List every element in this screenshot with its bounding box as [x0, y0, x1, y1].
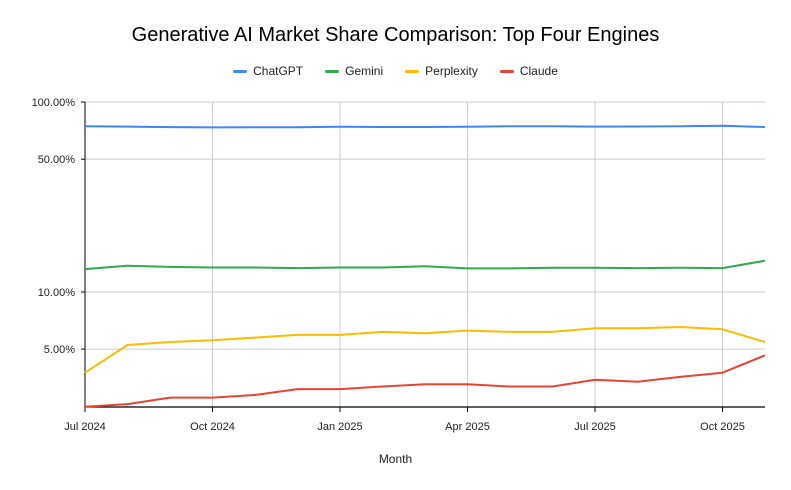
- x-tick-label: Apr 2025: [445, 421, 490, 433]
- legend-item: Gemini: [325, 64, 383, 78]
- series-line-gemini: [84, 259, 766, 271]
- y-tick-label: 50.00%: [38, 154, 76, 166]
- legend-label: Claude: [519, 64, 558, 78]
- x-axis-label: Month: [378, 452, 413, 466]
- chart-title: Generative AI Market Share Comparison: T…: [131, 24, 660, 46]
- legend-label: Perplexity: [425, 64, 478, 78]
- legend-swatch: [233, 69, 248, 73]
- legend: ChatGPT Gemini Perplexity Claude: [0, 64, 791, 78]
- y-tick-label: 100.00%: [32, 97, 76, 109]
- series-line-claude: [84, 354, 766, 408]
- series-line-chatgpt: [84, 124, 766, 129]
- y-tick-label: 5.00%: [44, 344, 75, 356]
- x-tick-label: Jan 2025: [317, 421, 362, 433]
- x-tick-label: Oct 2024: [190, 421, 235, 433]
- legend-item: ChatGPT: [233, 64, 303, 78]
- legend-item: Claude: [499, 64, 558, 78]
- legend-swatch: [405, 69, 420, 73]
- legend-swatch: [499, 69, 514, 73]
- series-line-perplexity: [84, 326, 766, 374]
- x-tick-label: Jul 2024: [64, 421, 106, 433]
- y-tick-label: 10.00%: [38, 287, 76, 299]
- legend-label: ChatGPT: [253, 64, 304, 78]
- legend-item: Perplexity: [405, 64, 478, 78]
- x-tick-label: Oct 2025: [700, 421, 745, 433]
- legend-label: Gemini: [345, 64, 384, 78]
- legend-swatch: [325, 69, 340, 73]
- x-tick-label: Jul 2025: [574, 421, 616, 433]
